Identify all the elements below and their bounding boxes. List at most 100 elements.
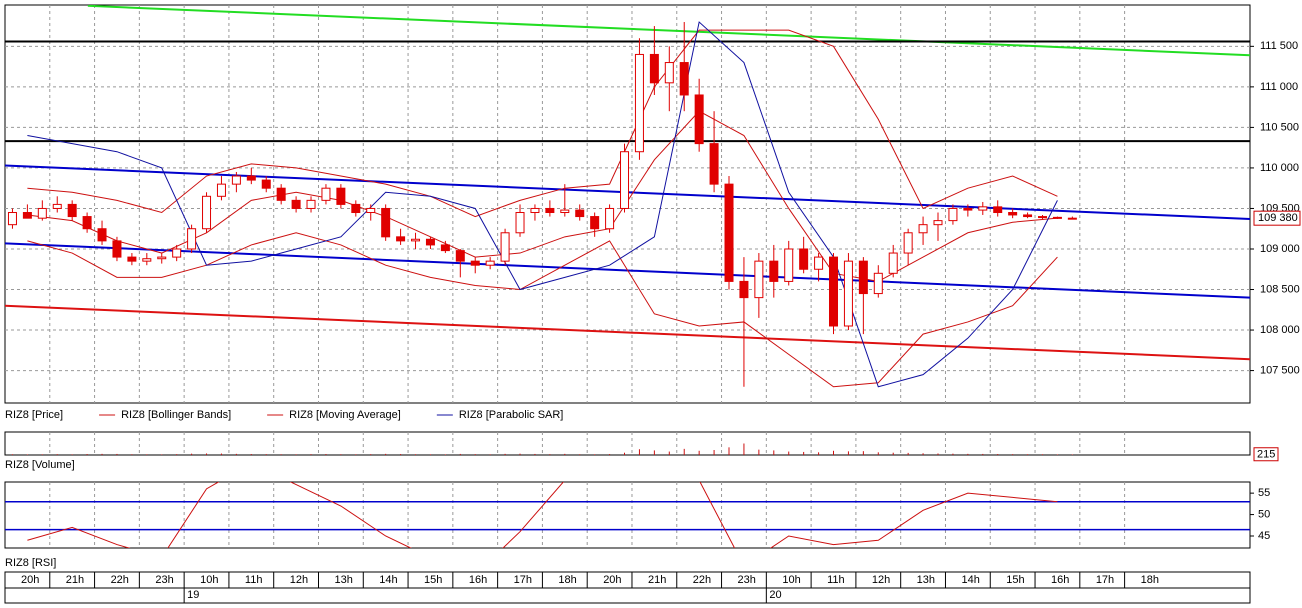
candle-body (858, 260, 868, 295)
y-tick-label: 108 500 (1260, 283, 1300, 295)
candle-body (754, 260, 764, 299)
candle-body (291, 199, 301, 209)
candle-body (470, 260, 480, 266)
candle-body (1008, 212, 1018, 216)
candle-body (381, 207, 391, 238)
candle-body (530, 207, 540, 214)
candle-body (112, 240, 122, 258)
volume-title: RIZ8 [Volume] (5, 459, 75, 471)
y-tick-label: 110 500 (1260, 121, 1299, 133)
candle-body (7, 212, 17, 226)
date-label: 19 (187, 589, 199, 601)
candle-body (814, 256, 824, 270)
last-price-box (1253, 210, 1301, 226)
candle-body (739, 280, 749, 299)
candle-body (620, 151, 630, 209)
panel (4, 431, 1251, 456)
moving-average (27, 110, 1058, 282)
candle-body (246, 175, 256, 181)
hour-label: 14h (379, 574, 397, 586)
candle-body (799, 248, 809, 270)
candle-body (545, 207, 555, 214)
hour-label: 17h (514, 574, 532, 586)
y-tick-label: 108 000 (1260, 324, 1300, 336)
hour-label: 12h (872, 574, 890, 586)
y-tick-label: 50 (1258, 508, 1270, 520)
hour-label: 10h (782, 574, 800, 586)
candle-body (933, 220, 943, 226)
candle-body (187, 228, 197, 250)
bollinger-lower (27, 232, 1058, 388)
candle-body (231, 175, 241, 185)
hour-label: 16h (1051, 574, 1069, 586)
hour-label: 20h (603, 574, 621, 586)
candle-body (784, 248, 794, 282)
hour-label: 13h (917, 574, 935, 586)
y-tick-label: 110 000 (1260, 162, 1299, 174)
candle-body (336, 187, 346, 205)
y-tick-label: 109 000 (1260, 243, 1300, 255)
hour-label: 12h (290, 574, 308, 586)
candle-body (724, 183, 734, 282)
candle-body (97, 228, 107, 242)
candle-body (918, 224, 928, 234)
candle-body (425, 238, 435, 246)
candle-body (261, 179, 271, 189)
candle-body (366, 207, 376, 214)
candle-body (216, 183, 226, 197)
hour-label: 17h (1096, 574, 1114, 586)
candle-body (515, 212, 525, 234)
hour-label: 22h (693, 574, 711, 586)
hour-label: 21h (648, 574, 666, 586)
candle-body (127, 256, 137, 262)
legend-label: RIZ8 [Moving Average] (289, 409, 401, 421)
candle-body (202, 195, 212, 230)
candle-body (142, 258, 152, 262)
hour-label: 15h (1006, 574, 1024, 586)
candle-body (1052, 216, 1062, 219)
candle-body (993, 206, 1003, 214)
candle-body (649, 53, 659, 84)
hour-label: 18h (558, 574, 576, 586)
y-tick-label: 45 (1258, 530, 1270, 542)
hour-label: 11h (827, 574, 845, 586)
panel (4, 481, 1251, 549)
candle-body (67, 203, 77, 218)
y-tick-label: 111 500 (1260, 40, 1298, 52)
bollinger-upper (27, 29, 1058, 218)
candle-body (440, 244, 450, 252)
candle-body (22, 212, 32, 219)
parabolic-sar (27, 21, 1058, 388)
candle-body (276, 187, 286, 201)
hour-label: 21h (66, 574, 84, 586)
candle-body (843, 260, 853, 327)
candle-body (664, 62, 674, 84)
hour-label: 11h (245, 574, 263, 586)
trend-line (87, 5, 1250, 57)
candle-body (1023, 214, 1033, 218)
y-tick-label: 55 (1258, 487, 1270, 499)
candle-body (455, 250, 465, 262)
legend-label: RIZ8 [Bollinger Bands] (121, 409, 231, 421)
candle-body (575, 209, 585, 218)
candle-body (1067, 217, 1077, 220)
legend-label: RIZ8 [Parabolic SAR] (459, 409, 564, 421)
last-price-label: 109 380 (1258, 212, 1298, 224)
candle-body (694, 94, 704, 145)
candle-body (321, 187, 331, 201)
candle-body (873, 272, 883, 295)
candle-body (888, 252, 898, 274)
candle-body (769, 260, 779, 282)
candle-body (709, 143, 719, 185)
candle-body (605, 207, 615, 230)
last-volume-box (1253, 447, 1279, 462)
candle-body (52, 203, 62, 209)
candle-body (411, 238, 421, 242)
candle-body (978, 206, 988, 211)
rsi-title: RIZ8 [RSI] (5, 557, 56, 569)
candle-body (396, 236, 406, 242)
candle-body (351, 203, 361, 214)
candle-body (903, 232, 913, 254)
